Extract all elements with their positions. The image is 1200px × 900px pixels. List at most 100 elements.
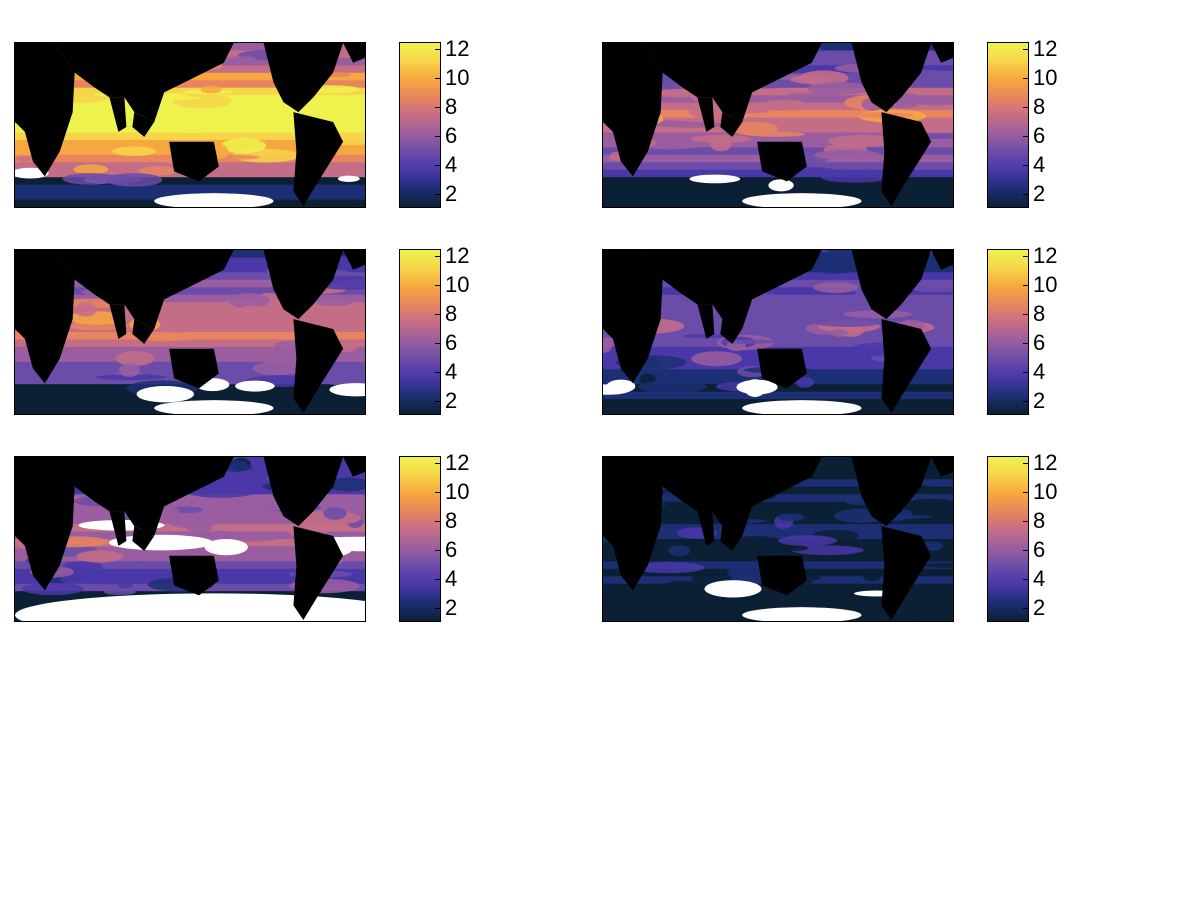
land-mass bbox=[263, 457, 344, 527]
missing-data-void bbox=[742, 607, 862, 621]
band-cell bbox=[603, 509, 953, 518]
land-mass bbox=[881, 112, 932, 207]
land-mass bbox=[132, 526, 155, 551]
heatmap-svg bbox=[603, 43, 953, 207]
colorbar-tick-label: 4 bbox=[445, 151, 458, 177]
colorbar-tick-mark bbox=[435, 400, 440, 402]
field-patch bbox=[632, 561, 705, 574]
band-cell bbox=[603, 391, 953, 400]
land-mass bbox=[109, 304, 127, 339]
field-patch bbox=[923, 562, 953, 568]
land-mass bbox=[263, 43, 344, 113]
land-mass bbox=[851, 43, 932, 113]
field-patch bbox=[318, 372, 362, 384]
colorbar-tick-mark bbox=[435, 492, 440, 494]
land-mass bbox=[15, 457, 75, 591]
field-patch bbox=[220, 138, 267, 154]
land-mass bbox=[720, 319, 743, 344]
colorbar-tick-mark bbox=[1023, 520, 1028, 522]
colorbar bbox=[987, 456, 1029, 622]
colorbar-tick-label: 4 bbox=[1033, 151, 1046, 177]
colorbar-tick-label: 6 bbox=[1033, 122, 1046, 148]
colorbar-tick-mark bbox=[435, 164, 440, 166]
ocean-map bbox=[602, 42, 954, 208]
band-cell bbox=[15, 309, 365, 318]
colorbar-tick-mark bbox=[435, 520, 440, 522]
land-mass bbox=[603, 457, 663, 591]
field-patch bbox=[603, 339, 612, 353]
land-mass bbox=[757, 348, 807, 389]
field-patch bbox=[103, 589, 136, 595]
field-patch bbox=[830, 328, 849, 338]
land-mass bbox=[293, 526, 344, 621]
band-cell bbox=[603, 539, 953, 548]
colorbar-tick-label: 8 bbox=[445, 93, 458, 119]
missing-data-void bbox=[336, 544, 365, 552]
colorbar-tick-label: 4 bbox=[445, 565, 458, 591]
band-cell bbox=[15, 494, 365, 503]
band-cell bbox=[603, 287, 953, 296]
field-patch bbox=[164, 296, 194, 302]
colorbar-tick-label: 4 bbox=[1033, 358, 1046, 384]
field-patch bbox=[862, 569, 882, 582]
land-mass bbox=[697, 511, 715, 546]
field-patch bbox=[653, 121, 727, 128]
colorbar-tick-mark bbox=[435, 607, 440, 609]
band-cell bbox=[15, 531, 365, 540]
field-patch bbox=[905, 498, 953, 511]
land-mass bbox=[642, 457, 822, 537]
missing-data-void bbox=[704, 580, 762, 598]
ocean-map bbox=[602, 249, 954, 415]
band-cell bbox=[603, 501, 953, 510]
land-mass bbox=[109, 97, 127, 132]
field-patch bbox=[786, 92, 840, 100]
colorbar-tick-mark bbox=[1023, 549, 1028, 551]
missing-data-void bbox=[742, 193, 862, 207]
field-patch bbox=[790, 75, 830, 84]
colorbar-tick-mark bbox=[435, 193, 440, 195]
field-patch bbox=[675, 375, 704, 380]
band-cell bbox=[15, 509, 365, 518]
colorbar-tick-mark bbox=[1023, 49, 1028, 51]
field-patch bbox=[316, 298, 352, 307]
field-patch bbox=[238, 305, 267, 318]
field-patch bbox=[778, 535, 837, 547]
field-patch bbox=[812, 588, 869, 602]
colorbar-tick-mark bbox=[1023, 578, 1028, 580]
colorbar-tick-label: 12 bbox=[445, 450, 470, 476]
colorbar-tick-label: 10 bbox=[1033, 65, 1058, 91]
band-cell bbox=[603, 125, 953, 134]
band-cell bbox=[603, 591, 953, 600]
land-mass bbox=[697, 97, 715, 132]
missing-data-void bbox=[235, 380, 275, 392]
band-cell bbox=[603, 339, 953, 348]
colorbar-tick-label: 2 bbox=[1033, 180, 1046, 206]
ocean-map bbox=[14, 249, 366, 415]
colorbar-tick-label: 10 bbox=[445, 272, 470, 298]
land-mass bbox=[169, 348, 219, 389]
field-patch bbox=[323, 507, 347, 520]
ocean-map bbox=[602, 456, 954, 622]
field-patch bbox=[791, 545, 864, 556]
band-cell bbox=[603, 598, 953, 607]
missing-data-void bbox=[154, 193, 274, 207]
missing-data-void bbox=[603, 384, 631, 395]
field-patch bbox=[76, 550, 123, 563]
colorbar-tick-mark bbox=[435, 49, 440, 51]
land-mass bbox=[54, 457, 234, 537]
colorbar-tick-mark bbox=[435, 549, 440, 551]
colorbar-tick-mark bbox=[1023, 164, 1028, 166]
missing-data-void bbox=[204, 539, 248, 556]
colorbar-tick-mark bbox=[435, 256, 440, 258]
colorbar-tick-label: 12 bbox=[1033, 243, 1058, 269]
field-patch bbox=[227, 293, 270, 309]
colorbar-tick-mark bbox=[1023, 313, 1028, 315]
field-patch bbox=[796, 356, 841, 368]
field-patch bbox=[162, 120, 221, 134]
colorbar-tick-mark bbox=[1023, 193, 1028, 195]
colorbar-tick-label: 8 bbox=[445, 300, 458, 326]
colorbar-tick-label: 10 bbox=[1033, 272, 1058, 298]
land-mass bbox=[603, 43, 663, 177]
colorbar-tick-label: 10 bbox=[1033, 479, 1058, 505]
field-patch bbox=[814, 318, 880, 327]
